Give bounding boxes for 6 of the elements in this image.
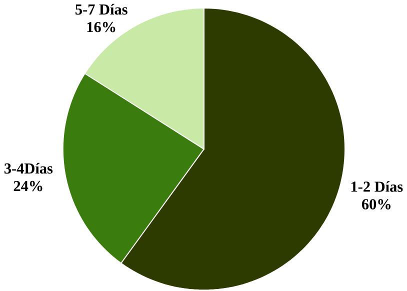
data-label: 16% [87, 22, 116, 32]
slice-label: 3-4Días [4, 163, 53, 174]
data-label: 24% [14, 181, 42, 192]
data-label: 60% [362, 199, 390, 210]
slice-label: 1-2 Días [351, 181, 403, 192]
slice-label: 5-7 Días [76, 4, 128, 15]
